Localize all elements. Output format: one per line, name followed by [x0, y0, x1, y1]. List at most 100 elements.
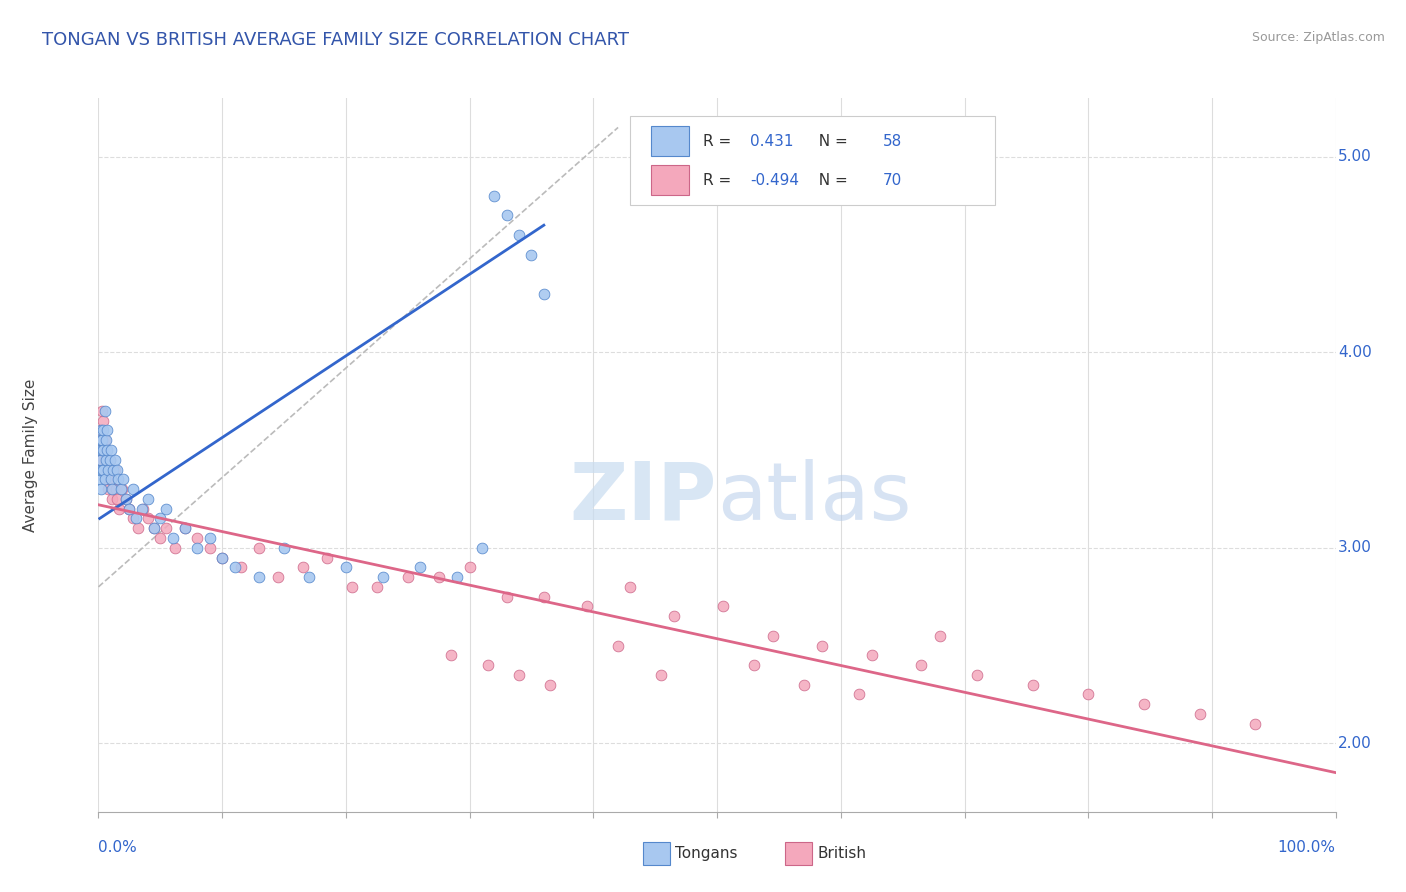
Point [174, 521, 197, 535]
Point [427, 570, 450, 584]
Text: 2.00: 2.00 [1339, 736, 1372, 751]
Point [90, 452, 112, 467]
Point [508, 227, 530, 242]
Point [89, 472, 111, 486]
Point [533, 590, 555, 604]
Point [90, 424, 112, 438]
Point [520, 247, 543, 261]
Point [229, 560, 252, 574]
Point [409, 560, 432, 574]
Text: 100.0%: 100.0% [1278, 840, 1336, 855]
Point [1021, 678, 1043, 692]
Point [103, 462, 125, 476]
Point [495, 590, 517, 604]
FancyBboxPatch shape [643, 842, 671, 865]
Point [267, 570, 290, 584]
Point [155, 501, 177, 516]
Point [122, 482, 145, 496]
Point [165, 541, 187, 555]
Point [96, 472, 118, 486]
Text: 5.00: 5.00 [1339, 149, 1372, 164]
Point [93, 452, 115, 467]
Point [98, 452, 121, 467]
Point [186, 541, 208, 555]
Point [340, 580, 363, 594]
Point [711, 599, 734, 614]
Point [122, 511, 145, 525]
Point [101, 482, 124, 496]
Text: atlas: atlas [717, 458, 911, 537]
Point [607, 639, 630, 653]
Point [93, 424, 115, 438]
Point [118, 501, 141, 516]
Text: 0.431: 0.431 [751, 134, 794, 149]
Point [619, 580, 641, 594]
Text: N =: N = [808, 172, 852, 187]
Point [211, 550, 233, 565]
Point [538, 678, 561, 692]
Point [650, 668, 672, 682]
Point [93, 404, 115, 418]
Point [446, 570, 468, 584]
Point [860, 648, 883, 663]
Point [94, 452, 117, 467]
Point [93, 434, 115, 448]
Point [89, 462, 111, 476]
Text: 58: 58 [883, 134, 903, 149]
Point [533, 286, 555, 301]
Point [811, 639, 834, 653]
Point [143, 521, 166, 535]
Point [105, 491, 128, 506]
FancyBboxPatch shape [630, 116, 995, 205]
Point [928, 629, 950, 643]
Point [174, 521, 197, 535]
Point [103, 462, 125, 476]
Point [132, 501, 155, 516]
Point [94, 434, 117, 448]
Point [1244, 716, 1267, 731]
Point [105, 462, 128, 476]
Text: 0.0%: 0.0% [98, 840, 138, 855]
Point [103, 452, 125, 467]
Point [108, 501, 131, 516]
Point [298, 570, 321, 584]
Point [136, 491, 159, 506]
FancyBboxPatch shape [785, 842, 813, 865]
Point [124, 511, 146, 525]
Text: R =: R = [703, 134, 737, 149]
Point [477, 658, 499, 673]
Point [366, 580, 388, 594]
Point [127, 521, 149, 535]
Point [458, 560, 481, 574]
FancyBboxPatch shape [651, 127, 689, 156]
Point [211, 550, 233, 565]
Point [90, 482, 112, 496]
Point [118, 501, 141, 516]
Point [114, 491, 136, 506]
Point [136, 511, 159, 525]
Point [91, 443, 114, 458]
Point [100, 443, 122, 458]
Point [91, 404, 114, 418]
Point [508, 668, 530, 682]
Point [155, 521, 177, 535]
Point [96, 424, 118, 438]
Point [89, 443, 111, 458]
Text: ZIP: ZIP [569, 458, 717, 537]
Point [100, 472, 122, 486]
Point [162, 531, 184, 545]
Text: N =: N = [808, 134, 852, 149]
Point [440, 648, 463, 663]
Point [90, 424, 112, 438]
Text: British: British [817, 847, 866, 862]
Point [335, 560, 357, 574]
Point [742, 658, 765, 673]
Point [149, 511, 172, 525]
Point [98, 452, 121, 467]
Point [793, 678, 815, 692]
Text: TONGAN VS BRITISH AVERAGE FAMILY SIZE CORRELATION CHART: TONGAN VS BRITISH AVERAGE FAMILY SIZE CO… [42, 31, 628, 49]
Point [103, 482, 125, 496]
Text: 3.00: 3.00 [1339, 541, 1372, 556]
Point [93, 443, 115, 458]
Point [966, 668, 988, 682]
